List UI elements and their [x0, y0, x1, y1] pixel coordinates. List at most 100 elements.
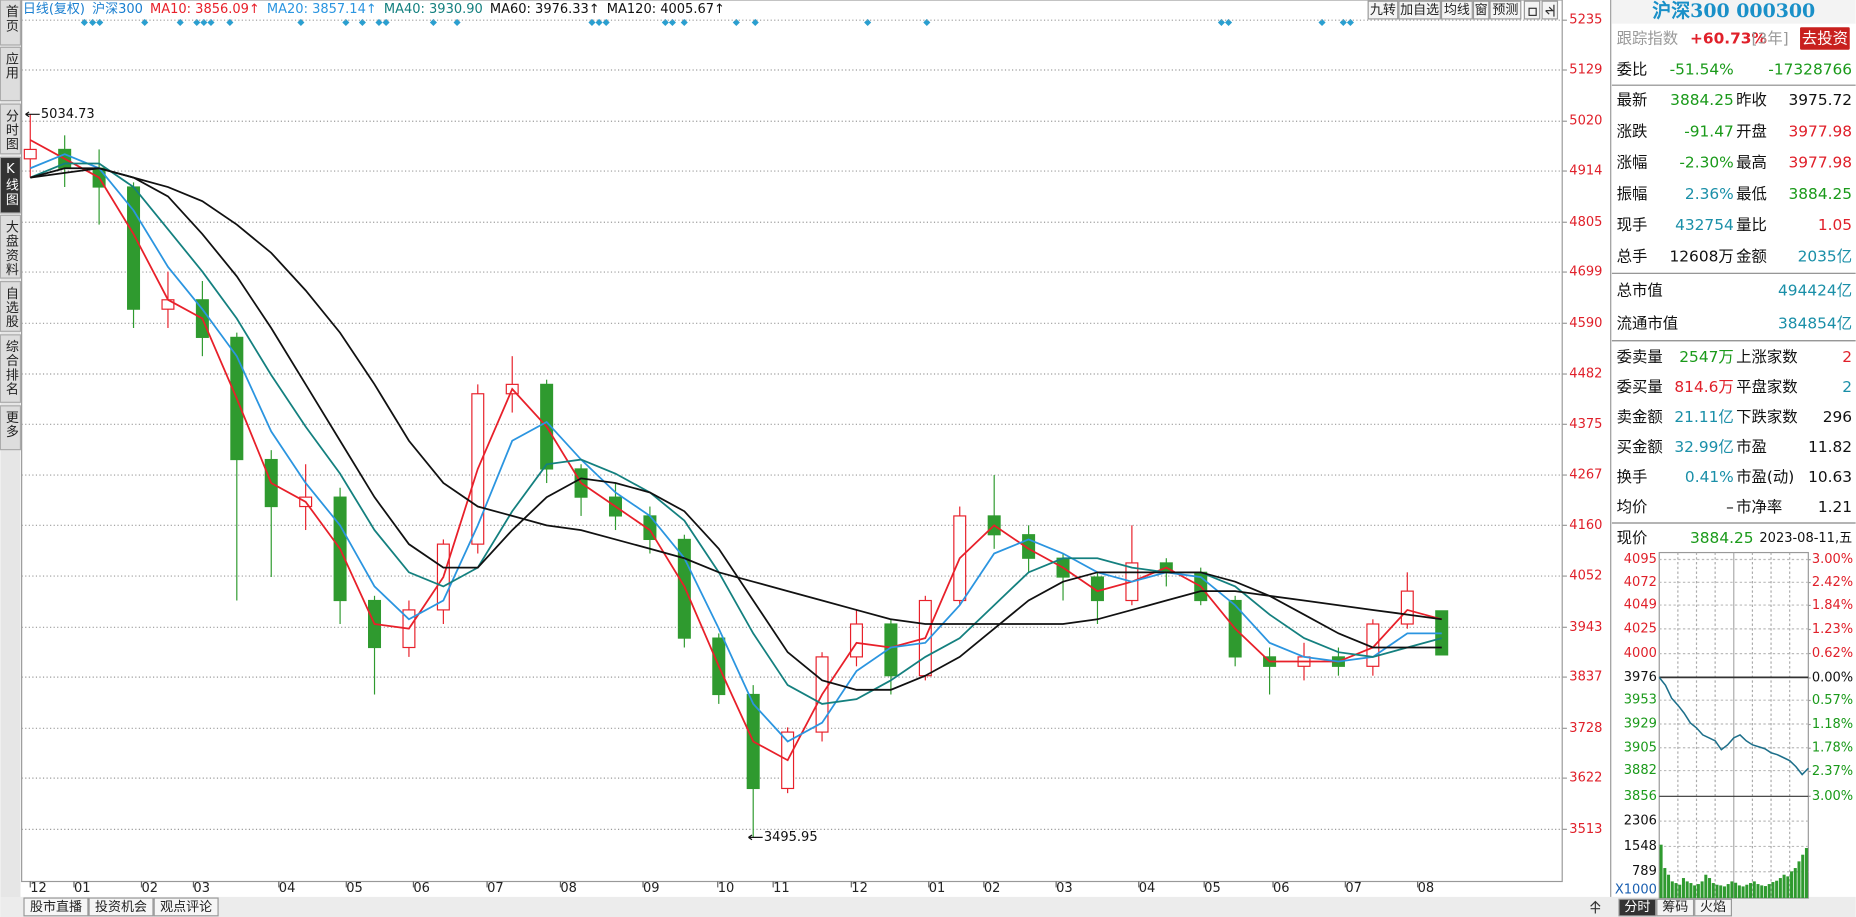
toolbar-label: 窗: [1475, 2, 1488, 18]
legend-entry: MA40: 3930.90: [384, 2, 483, 17]
x-tick-label: 10: [718, 881, 735, 896]
volume-bar: [1700, 881, 1704, 899]
toolbar-label: 预测: [1492, 3, 1518, 18]
quote-label: 开盘: [1736, 121, 1767, 140]
quote-value: 10.63: [1808, 468, 1852, 486]
toolbar-button[interactable]: [1472, 0, 1490, 20]
quote-value: 2035亿: [1798, 247, 1853, 265]
x-tick-label: 02: [984, 881, 1001, 896]
quote-value: 2.36%: [1685, 185, 1734, 203]
scroll-top-icon[interactable]: [1590, 900, 1601, 914]
volume-bar: [1741, 886, 1745, 899]
quote-label: 流通市值: [1617, 315, 1679, 333]
volume-bar: [1663, 868, 1667, 899]
x-tick-label: 09: [643, 881, 660, 896]
ma-line: [29, 153, 1442, 743]
volume-bar: [1745, 884, 1749, 899]
intraday-y-label: 4000: [1624, 646, 1657, 661]
sidebar-tab[interactable]: [0, 281, 22, 332]
volume-bar: [1722, 886, 1726, 899]
intraday-y-label: 4025: [1624, 621, 1657, 636]
volume-bar: [1689, 883, 1693, 899]
sidebar-tab[interactable]: [0, 0, 22, 46]
sidebar-tab[interactable]: [0, 156, 22, 214]
invest-button[interactable]: [1800, 27, 1850, 50]
quote-value: 11.82: [1808, 438, 1852, 456]
quote-value: 3975.72: [1789, 91, 1853, 109]
sidebar-tab[interactable]: [0, 46, 22, 102]
ratio-label: 委比: [1617, 60, 1648, 78]
quote-value: -2.30%: [1679, 154, 1733, 172]
tracking-period: [3年]: [1752, 30, 1789, 48]
intraday-y2-label: 1.23%: [1812, 622, 1853, 637]
toolbar-button[interactable]: [1398, 0, 1441, 20]
volume-bar: [1767, 884, 1771, 899]
quote-label: 最高: [1736, 154, 1767, 172]
y-tick-label: 5020: [1569, 114, 1602, 129]
toolbar-button[interactable]: [1440, 0, 1473, 20]
quote-label: 市盈: [1736, 438, 1767, 456]
quote-value: –: [1726, 498, 1734, 516]
intraday-date: 2023-08-11,五: [1759, 531, 1852, 546]
intraday-y2-label: 2.37%: [1812, 764, 1853, 779]
candle-body: [23, 148, 37, 160]
sidebar-tab-label: K线图: [3, 162, 19, 207]
panel-title: 沪深300 000300: [1652, 0, 1815, 22]
quote-value: 432754: [1675, 216, 1734, 234]
quote-value: -91.47: [1684, 122, 1734, 140]
toolbar-button[interactable]: [1489, 0, 1522, 20]
intraday-label: 现价: [1617, 529, 1648, 547]
intraday-y2-label: 3.00%: [1812, 552, 1853, 567]
y-tick-label: 4699: [1569, 265, 1602, 280]
x-tick-label: 03: [193, 881, 210, 896]
y-tick-label: 4375: [1569, 417, 1602, 432]
volume-unit: X1000: [1615, 882, 1657, 897]
bottom-tab[interactable]: [23, 897, 89, 917]
quote-label: 下跌家数: [1736, 408, 1798, 426]
sidebar-tab[interactable]: [0, 405, 22, 451]
x-tick-label: 12: [851, 881, 868, 896]
panel-tab[interactable]: [1656, 898, 1695, 917]
legend-entry: 日线(复权): [23, 1, 85, 17]
toolbar-icons[interactable]: [1523, 0, 1559, 20]
legend-entry: 沪深300: [92, 1, 143, 17]
x-tick-label: 12: [30, 881, 47, 896]
volume-bar: [1696, 884, 1700, 899]
x-tick-label: 05: [346, 881, 363, 896]
annotation-arrow: [25, 111, 40, 118]
x-tick-label: 02: [141, 881, 158, 896]
intraday-line: [1658, 676, 1809, 776]
volume-bar: [1693, 885, 1697, 899]
sidebar-tab[interactable]: [0, 214, 22, 279]
legend-entry: MA60: 3976.33↑: [490, 2, 600, 17]
quote-label: 总手: [1617, 247, 1648, 265]
quote-value: 384854亿: [1778, 315, 1852, 333]
intraday-y-label: 3976: [1624, 670, 1657, 685]
annotation-arrow: [748, 834, 763, 841]
quote-label: 市盈(动): [1736, 468, 1794, 486]
quote-label: 买金额: [1617, 438, 1663, 456]
toolbar-label: 加自选: [1400, 3, 1439, 18]
panel-tab[interactable]: [1618, 898, 1657, 917]
bottom-tab[interactable]: [88, 897, 154, 917]
quote-label: 总市值: [1617, 282, 1663, 300]
quote-value: 1.05: [1818, 216, 1852, 234]
intraday-y2-label: 0.00%: [1812, 670, 1853, 685]
x-tick-label: 04: [279, 881, 296, 896]
sidebar-tab[interactable]: [0, 334, 22, 403]
intraday-price: 3884.25: [1690, 529, 1754, 547]
sidebar-tab[interactable]: [0, 103, 22, 155]
quote-value: 3977.98: [1789, 154, 1853, 172]
bottom-tab-label: 股市直播: [30, 899, 82, 915]
bottom-tab[interactable]: [153, 897, 219, 917]
panel-tab[interactable]: [1694, 898, 1733, 917]
y-tick-label: 4482: [1569, 367, 1602, 382]
intraday-y-label: 4072: [1624, 575, 1657, 590]
ratio-diff: -17328766: [1768, 60, 1852, 78]
intraday-y2-label: 0.62%: [1812, 646, 1853, 661]
x-tick-label: 01: [74, 881, 91, 896]
toolbar-button[interactable]: [1367, 0, 1399, 20]
volume-bar: [1734, 882, 1738, 899]
quote-label: 委卖量: [1617, 348, 1663, 366]
quote-label: 昨收: [1736, 91, 1767, 109]
